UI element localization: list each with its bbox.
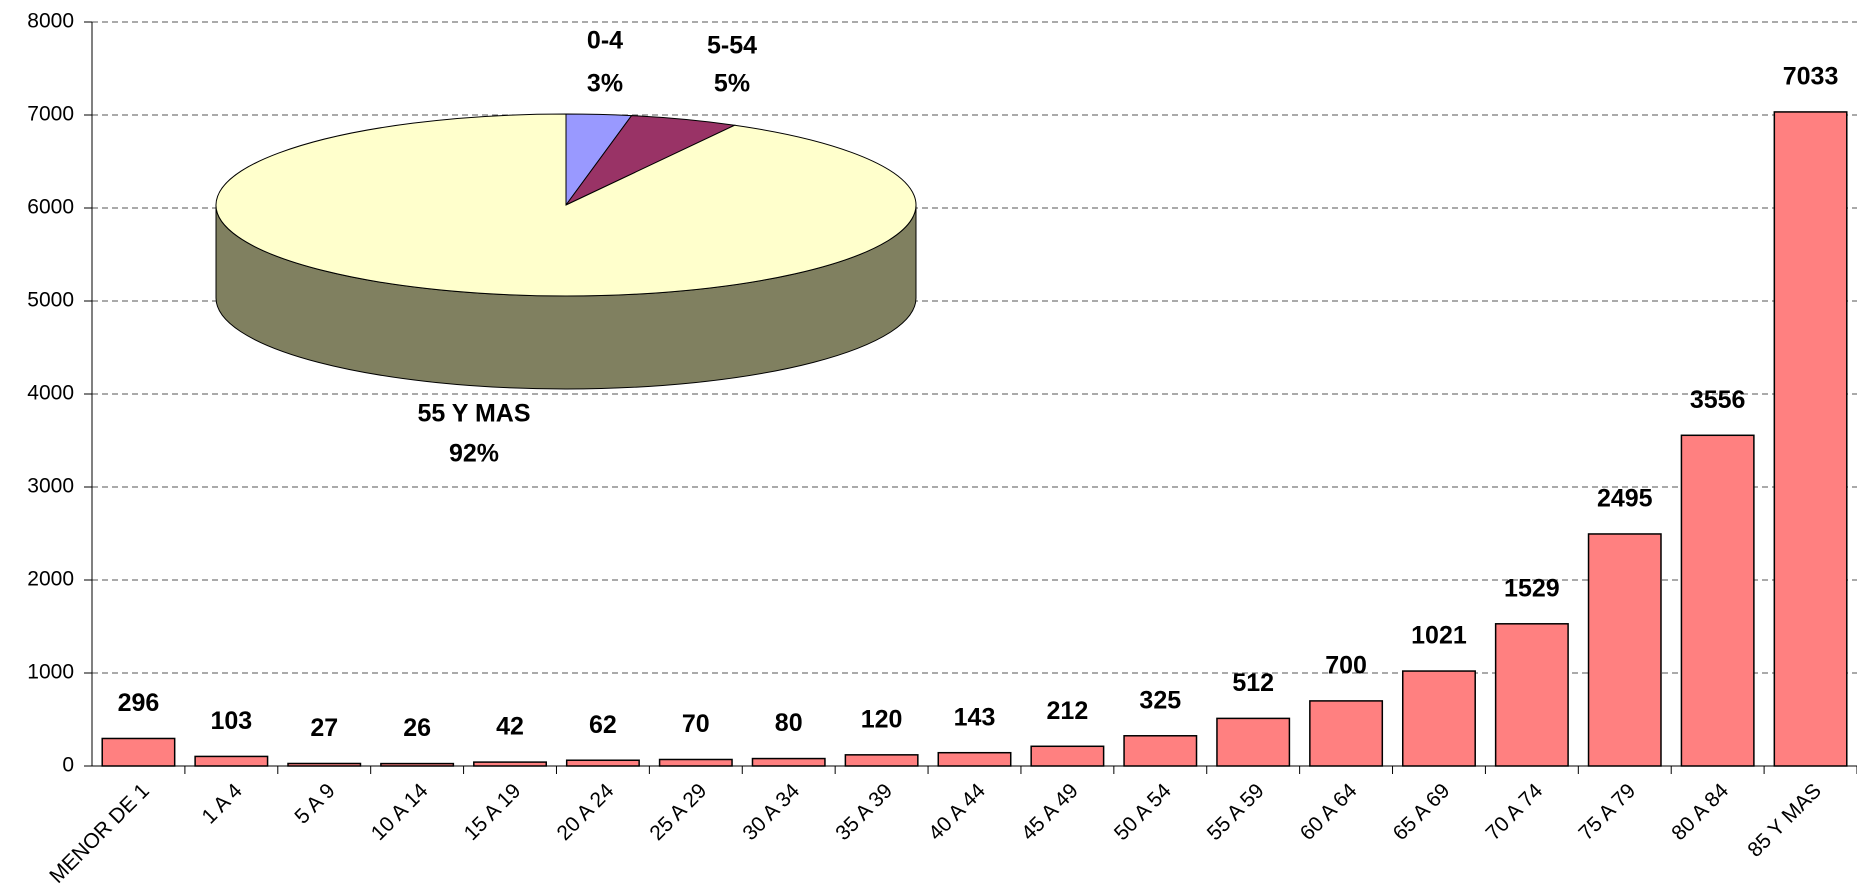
bar xyxy=(1309,700,1384,767)
x-tick-label: 80 A 84 xyxy=(1667,779,1733,845)
data-label: 103 xyxy=(210,707,252,735)
data-label: 7033 xyxy=(1783,63,1839,91)
y-tick-label: 7000 xyxy=(27,103,74,126)
x-tick-label: 35 A 39 xyxy=(831,779,897,845)
bar xyxy=(380,762,455,767)
data-label: 62 xyxy=(589,711,617,739)
x-tick-label: MENOR DE 1 xyxy=(45,779,154,888)
bar xyxy=(1030,745,1105,767)
data-label: 325 xyxy=(1139,686,1181,714)
data-label: 143 xyxy=(954,703,996,731)
y-tick-label: 5000 xyxy=(27,289,74,312)
bar xyxy=(1401,670,1476,767)
bar xyxy=(565,759,640,767)
x-tick-label: 20 A 24 xyxy=(553,779,619,845)
y-tick-label: 1000 xyxy=(27,661,74,684)
x-tick-label: 30 A 34 xyxy=(738,779,804,845)
bar xyxy=(1587,533,1662,767)
bar xyxy=(937,751,1012,767)
bar xyxy=(1216,717,1291,767)
x-tick-label: 45 A 49 xyxy=(1017,779,1083,845)
bar xyxy=(844,754,919,767)
y-tick-label: 8000 xyxy=(27,10,74,33)
pie-label: 0-4 xyxy=(587,27,623,55)
data-label: 700 xyxy=(1325,652,1367,680)
pie-label: 55 Y MAS xyxy=(417,400,530,428)
x-tick-label: 10 A 14 xyxy=(367,779,433,845)
x-tick-label: 60 A 64 xyxy=(1296,779,1362,845)
bar xyxy=(1773,111,1848,767)
pie-value-label: 3% xyxy=(587,70,623,98)
y-tick-label: 6000 xyxy=(27,196,74,219)
bar xyxy=(1680,434,1755,767)
data-label: 212 xyxy=(1047,697,1089,725)
data-label: 2495 xyxy=(1597,485,1653,513)
data-label: 70 xyxy=(682,710,710,738)
data-label: 1021 xyxy=(1411,622,1467,650)
pie-label: 5-54 xyxy=(707,32,757,60)
data-label: 296 xyxy=(118,689,160,717)
x-tick-label: 75 A 79 xyxy=(1574,779,1640,845)
data-label: 27 xyxy=(310,714,338,742)
x-tick-label: 1 A 4 xyxy=(198,779,248,829)
x-tick-label: 40 A 44 xyxy=(924,779,990,845)
bar xyxy=(658,758,733,767)
data-label: 1529 xyxy=(1504,574,1560,602)
pie-value-label: 92% xyxy=(449,440,499,468)
bar xyxy=(287,762,362,767)
y-tick-label: 2000 xyxy=(27,568,74,591)
y-tick-label: 0 xyxy=(62,754,74,777)
data-label: 120 xyxy=(861,705,903,733)
bar xyxy=(751,757,826,767)
y-tick-label: 3000 xyxy=(27,475,74,498)
x-tick-label: 85 Y MAS xyxy=(1743,779,1826,862)
data-label: 512 xyxy=(1232,669,1274,697)
data-label: 26 xyxy=(403,714,431,742)
y-tick-label: 4000 xyxy=(27,382,74,405)
x-tick-label: 25 A 29 xyxy=(645,779,711,845)
data-label: 3556 xyxy=(1690,386,1746,414)
x-tick-label: 55 A 59 xyxy=(1203,779,1269,845)
data-label: 42 xyxy=(496,713,524,741)
pie-slice xyxy=(215,113,917,297)
pie-value-label: 5% xyxy=(714,70,750,98)
bar xyxy=(194,755,269,767)
x-tick-label: 70 A 74 xyxy=(1482,779,1548,845)
bar xyxy=(101,737,176,767)
bar xyxy=(1123,735,1198,767)
bar xyxy=(1494,623,1569,767)
x-tick-label: 15 A 19 xyxy=(460,779,526,845)
data-label: 80 xyxy=(775,709,803,737)
x-tick-label: 65 A 69 xyxy=(1389,779,1455,845)
bar xyxy=(473,761,548,767)
x-tick-label: 50 A 54 xyxy=(1110,779,1176,845)
x-tick-label: 5 A 9 xyxy=(290,779,339,828)
